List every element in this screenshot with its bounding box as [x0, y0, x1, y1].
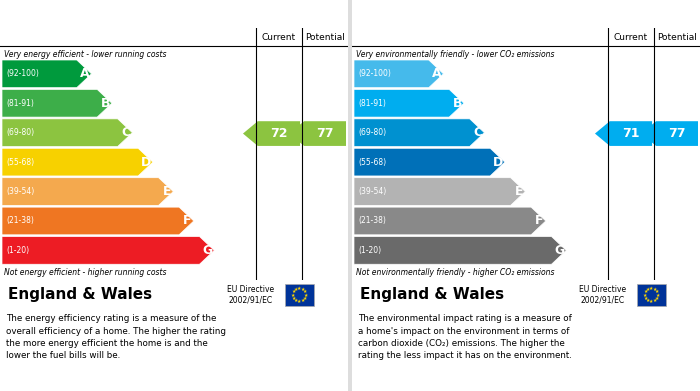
Text: F: F — [183, 215, 192, 228]
Text: (21-38): (21-38) — [6, 217, 34, 226]
Text: ★: ★ — [655, 289, 659, 294]
Text: B: B — [452, 97, 462, 110]
Text: ★: ★ — [290, 292, 295, 298]
Text: ★: ★ — [291, 296, 295, 301]
Text: ★: ★ — [652, 287, 657, 292]
Text: ★: ★ — [297, 299, 302, 304]
Text: Very environmentally friendly - lower CO₂ emissions: Very environmentally friendly - lower CO… — [356, 50, 554, 59]
Text: EU Directive
2002/91/EC: EU Directive 2002/91/EC — [579, 285, 626, 305]
Polygon shape — [595, 121, 652, 146]
Text: A: A — [80, 67, 90, 80]
Polygon shape — [354, 60, 443, 88]
Text: (92-100): (92-100) — [358, 69, 391, 78]
Text: Energy Efficiency Rating: Energy Efficiency Rating — [8, 7, 180, 20]
Text: B: B — [100, 97, 110, 110]
Text: ★: ★ — [300, 287, 304, 292]
Text: ★: ★ — [294, 287, 298, 292]
Text: ★: ★ — [291, 289, 295, 294]
Text: (69-80): (69-80) — [358, 128, 386, 137]
Polygon shape — [2, 237, 214, 264]
Text: ★: ★ — [643, 296, 648, 301]
Text: C: C — [121, 126, 130, 139]
Text: (21-38): (21-38) — [358, 217, 386, 226]
Polygon shape — [354, 178, 525, 205]
Text: 77: 77 — [668, 127, 686, 140]
Text: G: G — [202, 244, 212, 257]
Polygon shape — [354, 119, 484, 147]
Polygon shape — [243, 121, 300, 146]
Text: ★: ★ — [297, 286, 302, 291]
Text: D: D — [141, 156, 150, 169]
Text: E: E — [163, 185, 172, 198]
Text: Environmental Impact (CO₂) Rating: Environmental Impact (CO₂) Rating — [360, 7, 606, 20]
Text: ★: ★ — [303, 289, 307, 294]
Polygon shape — [2, 178, 174, 205]
Text: ★: ★ — [300, 298, 304, 303]
Polygon shape — [354, 90, 464, 117]
Text: 72: 72 — [270, 127, 288, 140]
Polygon shape — [354, 207, 546, 235]
Polygon shape — [354, 148, 505, 176]
Text: (55-68): (55-68) — [6, 158, 34, 167]
Text: England & Wales: England & Wales — [360, 287, 504, 303]
Text: ★: ★ — [645, 298, 650, 303]
Text: The environmental impact rating is a measure of
a home's impact on the environme: The environmental impact rating is a mea… — [358, 314, 572, 361]
Text: E: E — [514, 185, 524, 198]
Text: ★: ★ — [656, 292, 660, 298]
Text: Current: Current — [614, 32, 648, 41]
Text: ★: ★ — [652, 298, 657, 303]
Text: Potential: Potential — [657, 32, 697, 41]
Text: ★: ★ — [303, 296, 307, 301]
Text: G: G — [554, 244, 564, 257]
Polygon shape — [2, 148, 153, 176]
Polygon shape — [641, 121, 698, 146]
Text: ★: ★ — [649, 299, 654, 304]
Polygon shape — [289, 121, 346, 146]
Text: A: A — [432, 67, 442, 80]
Text: Current: Current — [262, 32, 296, 41]
Text: ★: ★ — [304, 292, 308, 298]
Polygon shape — [2, 207, 194, 235]
Text: Not energy efficient - higher running costs: Not energy efficient - higher running co… — [4, 268, 167, 277]
Text: ★: ★ — [649, 286, 654, 291]
Text: (69-80): (69-80) — [6, 128, 34, 137]
Text: England & Wales: England & Wales — [8, 287, 152, 303]
Text: (81-91): (81-91) — [358, 99, 386, 108]
Text: ★: ★ — [645, 287, 650, 292]
FancyBboxPatch shape — [285, 284, 314, 306]
Text: EU Directive
2002/91/EC: EU Directive 2002/91/EC — [227, 285, 274, 305]
Text: (39-54): (39-54) — [358, 187, 386, 196]
Text: F: F — [536, 215, 544, 228]
Text: ★: ★ — [643, 289, 648, 294]
Text: ★: ★ — [655, 296, 659, 301]
Text: The energy efficiency rating is a measure of the
overall efficiency of a home. T: The energy efficiency rating is a measur… — [6, 314, 226, 361]
FancyBboxPatch shape — [637, 284, 666, 306]
Text: (92-100): (92-100) — [6, 69, 39, 78]
Polygon shape — [354, 237, 566, 264]
Polygon shape — [2, 119, 132, 147]
Text: 71: 71 — [622, 127, 640, 140]
Text: (55-68): (55-68) — [358, 158, 386, 167]
Polygon shape — [2, 60, 92, 88]
Text: ★: ★ — [643, 292, 647, 298]
Text: Potential: Potential — [305, 32, 345, 41]
Text: C: C — [473, 126, 482, 139]
Text: Not environmentally friendly - higher CO₂ emissions: Not environmentally friendly - higher CO… — [356, 268, 554, 277]
Text: ★: ★ — [294, 298, 298, 303]
Text: (1-20): (1-20) — [6, 246, 29, 255]
Text: (39-54): (39-54) — [6, 187, 34, 196]
Text: (1-20): (1-20) — [358, 246, 381, 255]
Text: 77: 77 — [316, 127, 334, 140]
Text: (81-91): (81-91) — [6, 99, 34, 108]
Text: D: D — [493, 156, 503, 169]
Polygon shape — [2, 90, 112, 117]
Text: Very energy efficient - lower running costs: Very energy efficient - lower running co… — [4, 50, 167, 59]
